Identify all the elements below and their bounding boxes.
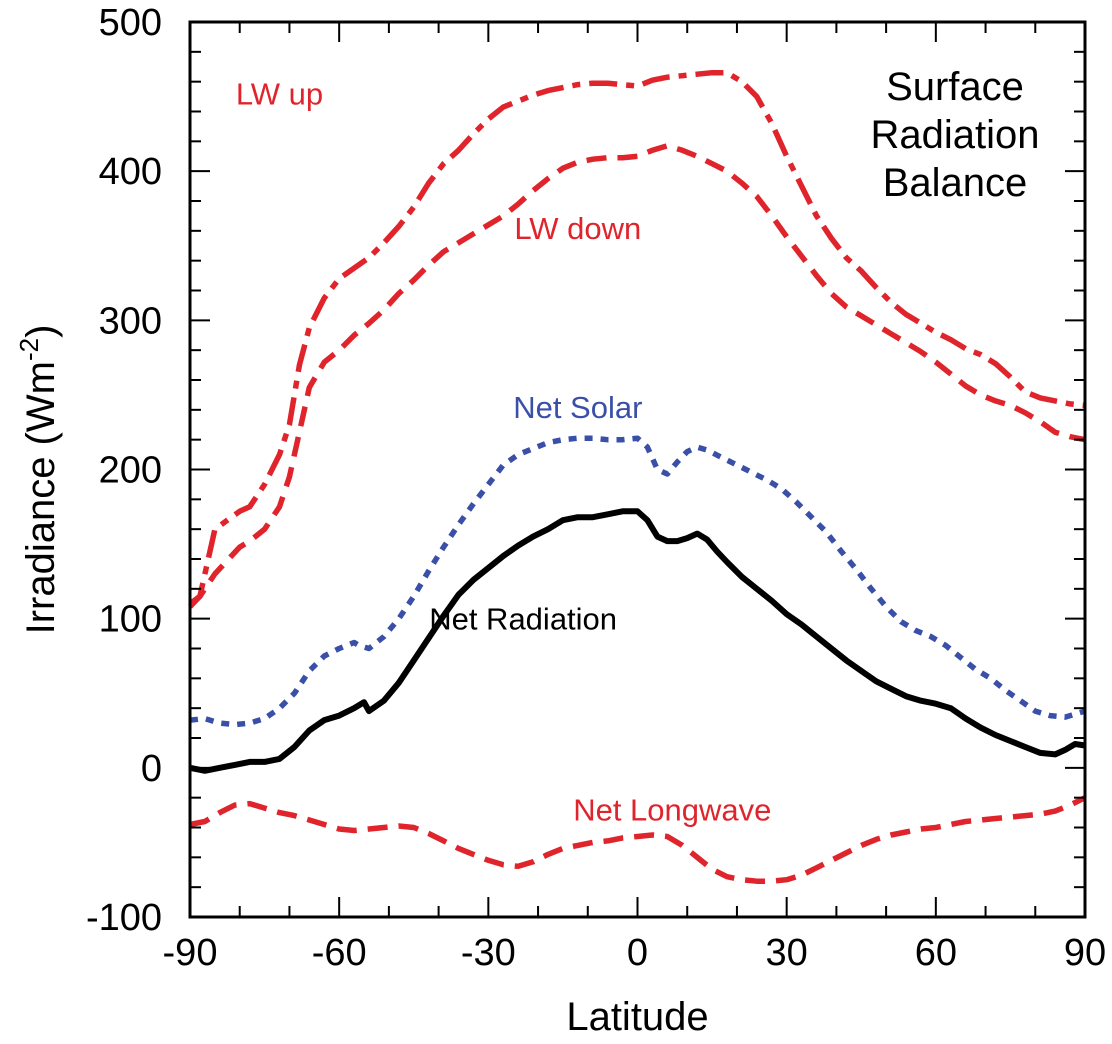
y-tick-label: 400 <box>99 151 162 193</box>
x-tick-label: 90 <box>1064 932 1106 974</box>
y-tick-label: 0 <box>141 748 162 790</box>
x-tick-label: -60 <box>312 932 367 974</box>
chart-title-line: Balance <box>883 161 1028 205</box>
y-axis-label-main: Irradiance (Wm <box>19 361 63 634</box>
y-axis-label-close: ) <box>19 325 63 338</box>
tick-layer <box>189 21 1086 918</box>
x-tick-label: 60 <box>915 932 957 974</box>
x-tick-label: -30 <box>461 932 516 974</box>
series-label-net-longwave: Net Longwave <box>573 793 771 828</box>
x-tick-label: 30 <box>766 932 808 974</box>
y-axis-label-exponent: -2 <box>14 338 44 361</box>
x-axis-label: Latitude <box>566 995 708 1039</box>
x-tick-label: 0 <box>627 932 648 974</box>
chart-title-line: Radiation <box>870 113 1039 157</box>
series-label-lw-down: LW down <box>514 211 641 246</box>
y-tick-label: 200 <box>99 450 162 492</box>
series-label-layer: LW up LW down Net Solar Net Radiation Net Lo… <box>236 77 772 828</box>
series-line-lw-up <box>188 69 1086 609</box>
chart-title-line: Surface <box>886 65 1024 109</box>
x-tick-label: -90 <box>163 932 218 974</box>
series-label-net-solar: Net Solar <box>513 390 642 425</box>
series-layer <box>188 69 1087 884</box>
y-tick-label: 300 <box>99 300 162 342</box>
series-line-net-solar <box>189 435 1086 728</box>
series-line-lw-down <box>188 143 1086 606</box>
y-tick-label: 500 <box>99 2 162 44</box>
series-line-net-radiation <box>189 508 1086 774</box>
series-label-net-radiation: Net Radiation <box>429 602 617 637</box>
y-tick-label: -100 <box>86 897 162 939</box>
y-axis-label: Irradiance (Wm-2) <box>14 325 63 635</box>
plot-frame <box>188 20 1087 919</box>
y-tick-label: 100 <box>99 599 162 641</box>
series-line-net-longwave <box>189 795 1087 884</box>
tick-label-layer: -100 0 100 200 300 400 500 -90 -60 -30 0 30 60 90 <box>86 2 1106 974</box>
series-label-lw-up: LW up <box>236 77 323 112</box>
